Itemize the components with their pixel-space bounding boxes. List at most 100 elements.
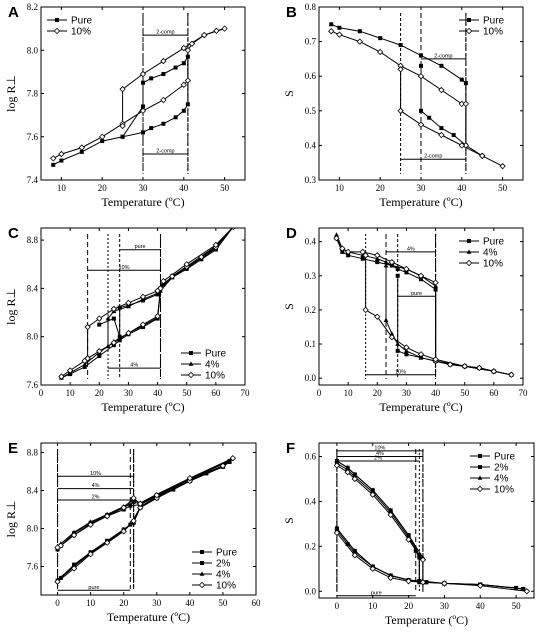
y-tick-label: 0.3 <box>305 271 317 281</box>
annotation-label: pure <box>135 244 146 250</box>
y-tick-label: 0.6 <box>305 451 317 461</box>
data-point <box>359 248 366 256</box>
data-point <box>154 312 161 320</box>
data-point <box>79 149 84 154</box>
x-tick-label: 20 <box>95 388 105 398</box>
data-point <box>458 100 465 108</box>
data-point <box>417 351 425 358</box>
data-point <box>126 303 131 309</box>
data-point <box>66 367 74 374</box>
x-tick-label: 10 <box>57 183 67 193</box>
x-tick-label: 50 <box>218 598 228 608</box>
annotation-label: 4% <box>376 451 384 457</box>
legend-label: 10% <box>494 485 514 496</box>
data-point <box>117 338 122 343</box>
x-tick-label: 60 <box>489 388 499 398</box>
x-tick-label: 40 <box>185 598 195 608</box>
x-tick-label: 10 <box>66 388 76 398</box>
data-point <box>413 548 418 553</box>
y-tick-label: 8.4 <box>27 486 39 496</box>
data-point <box>173 115 178 120</box>
data-point <box>490 368 498 375</box>
data-point <box>387 511 394 519</box>
annotation-label: pure <box>371 590 382 596</box>
plot-frame <box>40 227 246 386</box>
legend-label: 10% <box>205 371 225 382</box>
annotation-label: 4% <box>92 483 100 489</box>
annotation-label: 10% <box>90 471 101 477</box>
data-point <box>432 356 439 363</box>
y-tick-label: 0.6 <box>305 71 317 81</box>
data-point <box>352 548 358 553</box>
data-point <box>88 519 94 524</box>
data-point <box>161 121 166 126</box>
data-point <box>87 550 94 558</box>
data-point <box>508 371 515 378</box>
data-point <box>70 565 78 572</box>
legend-marker <box>55 18 59 22</box>
panel-label: B <box>286 4 297 21</box>
data-point <box>369 565 376 572</box>
annotation-label: 2-comp <box>156 149 174 155</box>
series-line <box>60 460 230 579</box>
data-point <box>110 339 118 346</box>
data-point <box>139 293 147 301</box>
data-point <box>160 277 167 285</box>
data-point <box>439 126 444 131</box>
legend-marker <box>199 571 205 576</box>
annotation-label: 4% <box>130 363 138 369</box>
data-point <box>213 27 220 34</box>
data-point <box>139 321 147 328</box>
legend-marker <box>200 561 204 565</box>
x-tick-label: 20 <box>119 598 129 608</box>
data-point <box>161 282 166 287</box>
data-point <box>160 96 167 104</box>
data-point <box>462 142 470 149</box>
data-point <box>336 31 343 38</box>
legend-label: Pure <box>494 452 516 463</box>
y-tick-label: 8.8 <box>27 448 39 458</box>
y-tick-label: 0.1 <box>305 339 316 349</box>
panel-d: 0 10 20 30 40 50 60 70 0.0 0.1 0.2 0.3 0.4 Temperatur… <box>282 225 528 414</box>
x-axis-label: Temperature (ºC) <box>101 195 184 209</box>
data-point <box>441 580 448 587</box>
x-tick-label: 50 <box>512 601 522 611</box>
y-tick-label: 7.6 <box>27 562 39 572</box>
data-point <box>397 107 404 114</box>
panel-label: D <box>286 225 297 242</box>
x-tick-label: 60 <box>252 598 262 608</box>
legend-marker <box>200 550 204 554</box>
x-tick-label: 20 <box>376 183 386 193</box>
data-point <box>388 334 396 341</box>
legend-label: 2% <box>494 463 509 474</box>
data-point <box>374 252 381 259</box>
data-point <box>383 259 389 264</box>
x-tick-label: 10 <box>86 598 96 608</box>
data-point <box>333 462 341 469</box>
data-point <box>395 273 400 278</box>
data-point <box>125 299 132 307</box>
legend-label: Pure <box>216 548 238 559</box>
data-point <box>54 544 61 551</box>
y-tick-label: 7.4 <box>27 175 39 185</box>
data-point <box>153 492 160 499</box>
data-point <box>84 355 91 362</box>
x-tick-label: 20 <box>404 601 414 611</box>
data-point <box>459 77 464 82</box>
data-point <box>105 315 111 321</box>
x-tick-label: 40 <box>457 183 467 193</box>
legend-marker <box>465 27 473 35</box>
data-point <box>417 73 425 80</box>
x-tick-label: 0 <box>55 598 60 608</box>
data-point <box>419 556 427 563</box>
x-tick-label: 10 <box>335 183 345 193</box>
data-point <box>59 158 64 163</box>
x-tick-label: 30 <box>417 183 427 193</box>
data-point <box>344 248 352 256</box>
data-point <box>50 155 57 162</box>
data-point <box>184 77 192 84</box>
data-point <box>334 525 340 531</box>
data-point <box>154 287 161 294</box>
